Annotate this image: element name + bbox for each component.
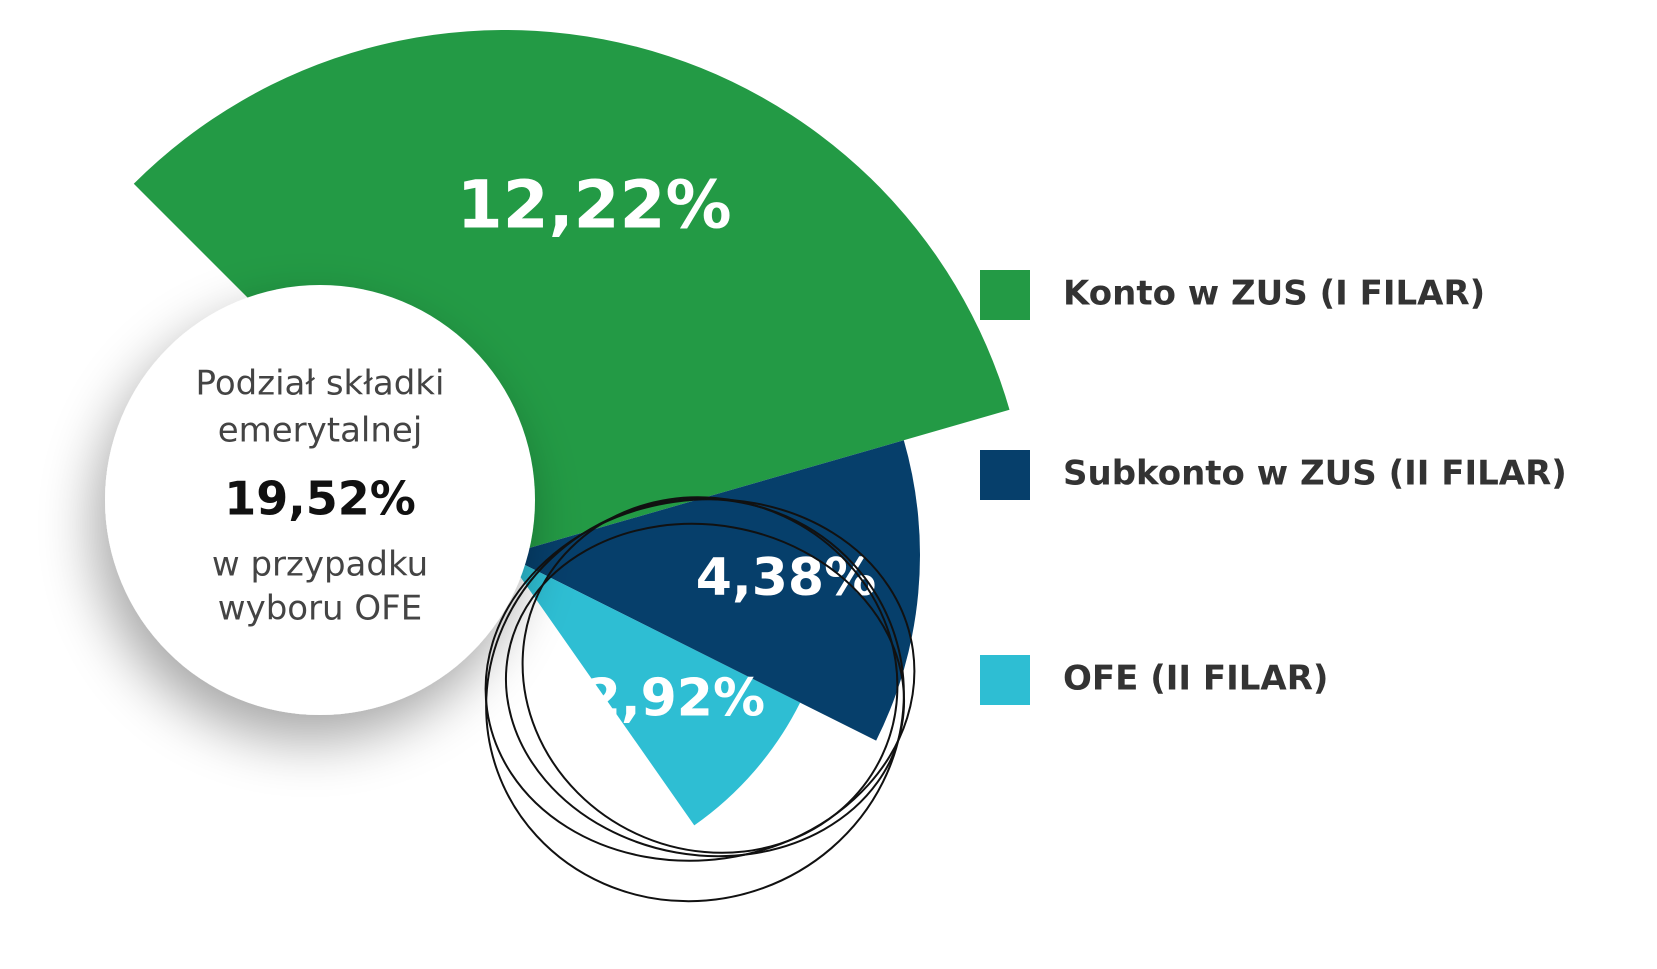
legend-label: Konto w ZUS (I FILAR) bbox=[1063, 274, 1485, 314]
legend: Konto w ZUS (I FILAR) Subkonto w ZUS (II … bbox=[980, 270, 1567, 705]
legend-swatch bbox=[980, 450, 1030, 500]
legend-swatch bbox=[980, 655, 1030, 705]
legend-label: Subkonto w ZUS (II FILAR) bbox=[1063, 454, 1567, 494]
center-circle bbox=[105, 285, 535, 715]
sectors bbox=[133, 30, 1010, 826]
legend-label: OFE (II FILAR) bbox=[1063, 659, 1328, 699]
legend-swatch bbox=[980, 270, 1030, 320]
value-label: 2,92% bbox=[585, 669, 765, 729]
sector bbox=[505, 440, 920, 741]
sector bbox=[133, 30, 1010, 556]
scribble bbox=[484, 496, 916, 903]
value-label: 12,22% bbox=[457, 166, 732, 243]
value-label: 4,38% bbox=[696, 548, 876, 608]
center-total: 19,52% bbox=[224, 472, 416, 526]
center-note: wyboru OFE bbox=[218, 589, 422, 629]
center-title: emerytalnej bbox=[218, 411, 423, 451]
center-title: Podział składki bbox=[196, 364, 445, 404]
sector bbox=[505, 555, 801, 826]
center-note: w przypadku bbox=[212, 545, 428, 585]
